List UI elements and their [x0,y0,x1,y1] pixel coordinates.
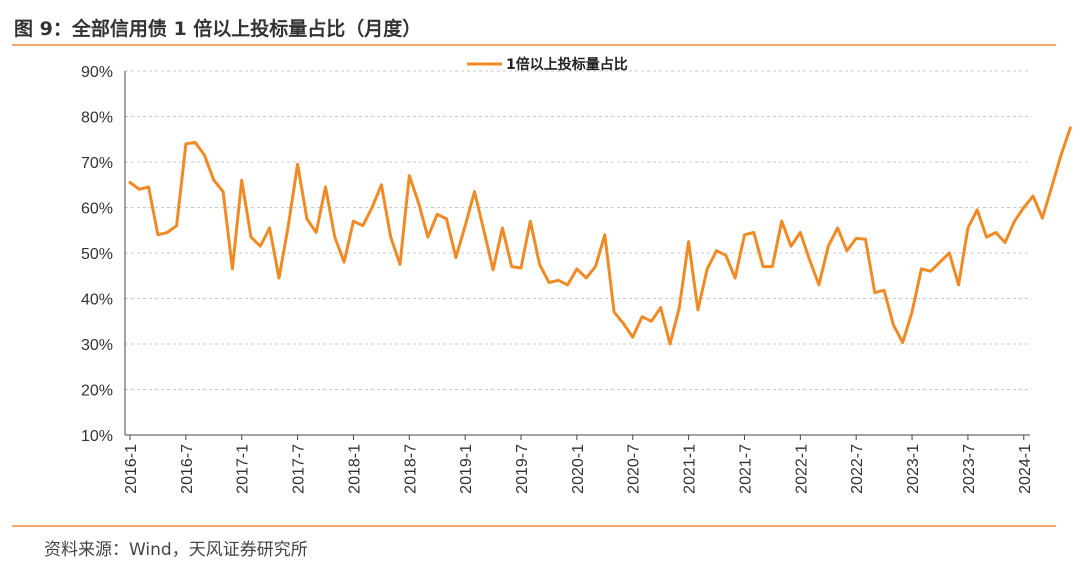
series-layer [128,126,1072,346]
x-tick-label: 2024-1 [1017,444,1034,494]
source-rule [12,525,1056,527]
x-tick-label: 2023-7 [961,444,978,494]
line-chart: 10% 20% 30% 40% 50% 60% 70% 80% 90% 2016-1 2016-7… [81,56,1072,494]
y-tick-label: 40% [81,292,113,309]
y-tick-label: 90% [81,64,113,81]
x-tick-label: 2019-1 [458,444,475,494]
x-tick-label: 2017-7 [291,444,308,494]
y-tick-label: 80% [81,110,113,127]
y-tick-labels: 10% 20% 30% 40% 50% 60% 70% 80% 90% [81,64,113,445]
x-tick-label: 2017-1 [235,444,252,494]
y-tick-label: 60% [81,201,113,218]
x-tick-label: 2021-7 [737,444,754,494]
x-tick-label: 2022-1 [793,444,810,494]
x-tick-label: 2016-7 [179,444,196,494]
y-tick-label: 30% [81,337,113,354]
x-tick-label: 2023-1 [905,444,922,494]
x-tick-label: 2020-1 [570,444,587,494]
legend: 1倍以上投标量占比 [467,56,628,73]
x-tick-label: 2020-7 [626,444,643,494]
title-rule [12,44,1056,46]
x-tick-label: 2018-7 [402,444,419,494]
axes [124,71,1030,440]
y-tick-label: 10% [81,428,113,445]
y-tick-label: 70% [81,155,113,172]
x-tick-labels: 2016-1 2016-7 2017-1 2017-7 2018-1 2018-7 2019… [123,444,1034,494]
grid-lines [125,70,1030,390]
y-tick-label: 50% [81,246,113,263]
x-tick-label: 2018-1 [346,444,363,494]
x-tick-label: 2021-1 [682,444,699,494]
legend-label: 1倍以上投标量占比 [506,56,628,73]
y-tick-label: 20% [81,383,113,400]
x-tick-label: 2022-7 [849,444,866,494]
x-tick-label: 2019-7 [514,444,531,494]
source-note: 资料来源：Wind，天风证券研究所 [44,540,308,560]
figure-title: 图 9：全部信用债 1 倍以上投标量占比（月度） [14,18,422,40]
series-line [128,126,1072,346]
x-tick-label: 2016-1 [123,444,140,494]
